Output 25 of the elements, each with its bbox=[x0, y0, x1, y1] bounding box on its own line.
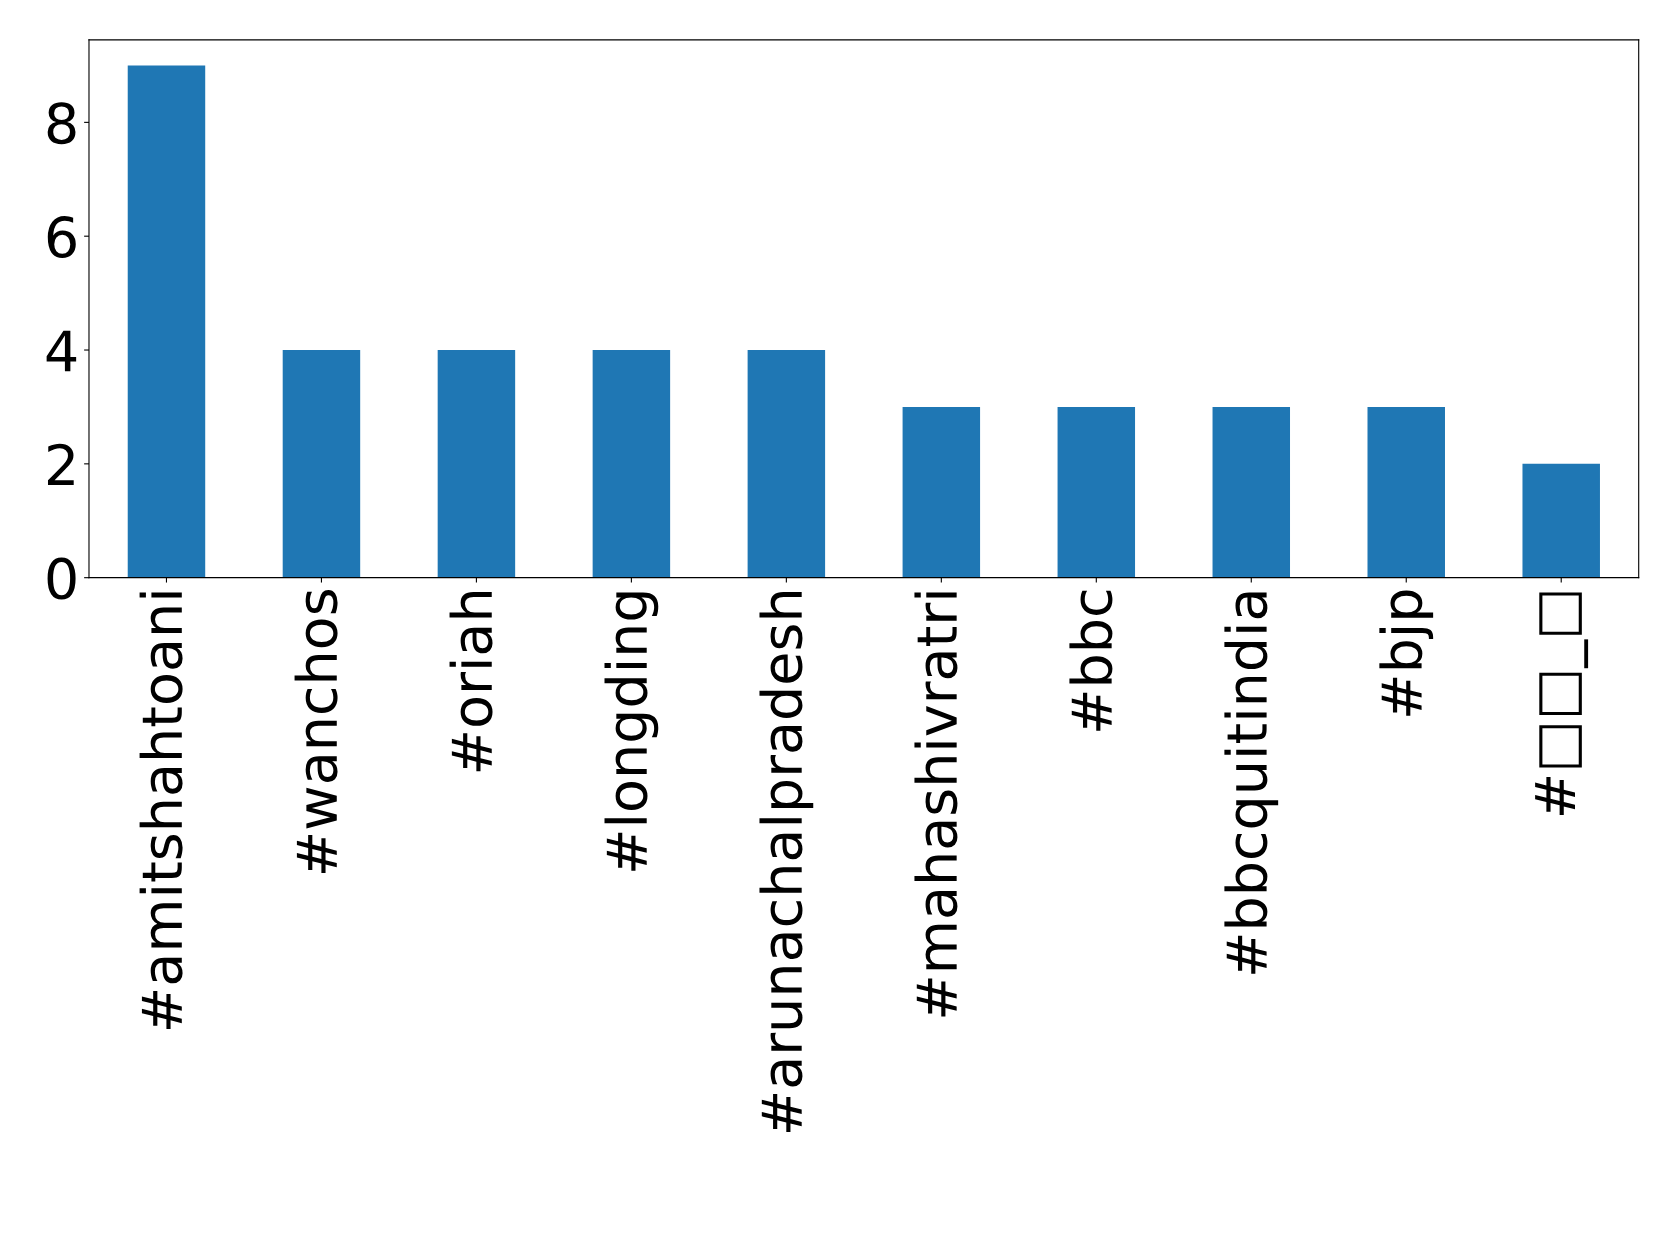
bar bbox=[747, 350, 826, 578]
y-tick-label: 6 bbox=[47, 216, 76, 259]
x-tick-label: #bbcquitindia bbox=[1224, 592, 1279, 974]
x-tick-label: #mahashivratri bbox=[914, 592, 958, 1017]
y-tick-label: 8 bbox=[47, 102, 76, 145]
x-tick-label: #bjp bbox=[1379, 590, 1434, 716]
y-tick-label: 2 bbox=[47, 443, 74, 485]
x-tick-label: #arunachalpradesh bbox=[759, 592, 814, 1132]
bar bbox=[437, 350, 516, 578]
y-tick-label: 4 bbox=[46, 330, 77, 372]
bar bbox=[1367, 406, 1445, 578]
bar bbox=[1057, 406, 1136, 578]
bar bbox=[592, 350, 671, 578]
y-tick-label: 0 bbox=[47, 557, 76, 600]
x-tick-label: #□□_□ bbox=[1535, 592, 1589, 815]
bar bbox=[902, 406, 981, 578]
x-tick-label: #longding bbox=[604, 592, 659, 871]
x-tick-label: #oriah bbox=[449, 592, 493, 772]
x-tick-label: #bbc bbox=[1069, 590, 1113, 731]
bar bbox=[1212, 406, 1291, 578]
x-tick-label: #amitshahtoani bbox=[139, 592, 183, 1029]
bar bbox=[1522, 463, 1600, 578]
bar bbox=[282, 350, 361, 578]
x-tick-label: #wanchos bbox=[294, 590, 338, 874]
bar bbox=[127, 65, 206, 578]
